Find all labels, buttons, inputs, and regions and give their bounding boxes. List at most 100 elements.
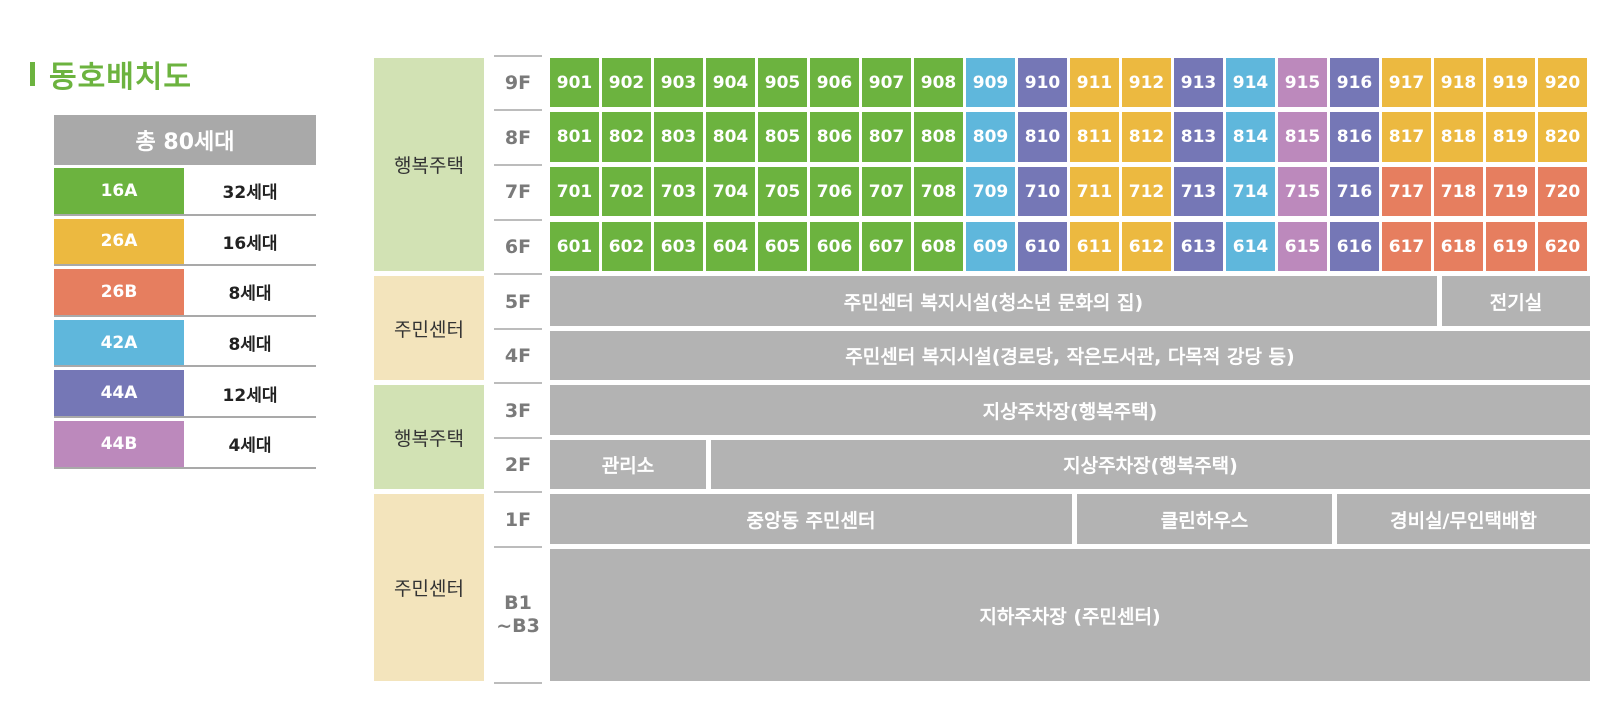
unit-cell: 715	[1278, 167, 1327, 216]
unit-cell: 915	[1278, 58, 1327, 107]
unit-cell: 612	[1122, 222, 1171, 271]
floor-label: 8F	[494, 109, 542, 165]
unit-cell: 604	[706, 222, 755, 271]
unit-cell: 803	[654, 112, 703, 162]
unit-cell: 720	[1538, 167, 1587, 216]
unit-cell: 601	[550, 222, 599, 271]
unit-cell: 602	[602, 222, 651, 271]
zone-label: 행복주택	[374, 385, 484, 489]
title-accent-bar	[30, 62, 35, 86]
unit-cell: 913	[1174, 58, 1223, 107]
unit-cell: 911	[1070, 58, 1119, 107]
unit-cell: 912	[1122, 58, 1171, 107]
unit-cell: 713	[1174, 167, 1223, 216]
unit-cell: 806	[810, 112, 859, 162]
facility-block: 지하주차장 (주민센터)	[550, 549, 1590, 681]
legend-type: 26A	[54, 218, 184, 265]
unit-cell: 920	[1538, 58, 1587, 107]
unit-cell: 905	[758, 58, 807, 107]
facility-block: 관리소	[550, 440, 706, 489]
diagram-title: 동호배치도	[30, 52, 192, 96]
unit-cell: 606	[810, 222, 859, 271]
zone-label: 주민센터	[374, 494, 484, 681]
facility-block: 주민센터 복지시설(경로당, 작은도서관, 다목적 강당 등)	[550, 331, 1590, 380]
unit-cell: 809	[966, 112, 1015, 162]
unit-cell: 619	[1486, 222, 1535, 271]
floor-label: 7F	[494, 164, 542, 219]
facility-block: 지상주차장(행복주택)	[550, 385, 1590, 435]
unit-cell: 605	[758, 222, 807, 271]
legend-count: 4세대	[228, 436, 272, 457]
unit-cell: 909	[966, 58, 1015, 107]
unit-cell: 818	[1434, 112, 1483, 162]
legend-row-26b: 26B 8세대	[54, 269, 316, 317]
unit-cell: 708	[914, 167, 963, 216]
unit-cell: 812	[1122, 112, 1171, 162]
unit-cell: 716	[1330, 167, 1379, 216]
facility-block: 주민센터 복지시설(청소년 문화의 집)	[550, 276, 1437, 326]
unit-cell: 718	[1434, 167, 1483, 216]
facility-block: 클린하우스	[1077, 494, 1332, 544]
unit-cell: 705	[758, 167, 807, 216]
floor-label: 2F	[494, 437, 542, 492]
legend-type: 44A	[54, 370, 184, 416]
facility-block: 중앙동 주민센터	[550, 494, 1072, 544]
unit-cell: 916	[1330, 58, 1379, 107]
unit-cell: 607	[862, 222, 911, 271]
unit-cell: 902	[602, 58, 651, 107]
unit-cell: 714	[1226, 167, 1275, 216]
unit-cell: 702	[602, 167, 651, 216]
unit-cell: 805	[758, 112, 807, 162]
unit-cell: 814	[1226, 112, 1275, 162]
unit-cell: 807	[862, 112, 911, 162]
unit-cell: 808	[914, 112, 963, 162]
unit-cell: 810	[1018, 112, 1067, 162]
unit-cell: 907	[862, 58, 911, 107]
legend-count: 8세대	[228, 284, 272, 305]
legend-row-42a: 42A 8세대	[54, 319, 316, 368]
unit-cell: 610	[1018, 222, 1067, 271]
facility-block: 경비실/무인택배함	[1337, 494, 1590, 544]
legend-type: 44B	[54, 420, 184, 467]
floor-label: 4F	[494, 328, 542, 383]
unit-cell: 819	[1486, 112, 1535, 162]
unit-type-legend: 총 80세대 16A 32세대 26A 16세대 26B 8세대 42A 8세대 44A 12세대…	[54, 115, 316, 472]
legend-row-44b: 44B 4세대	[54, 420, 316, 469]
unit-cell: 711	[1070, 167, 1119, 216]
zone-label: 행복주택	[374, 58, 484, 271]
unit-cell: 908	[914, 58, 963, 107]
legend-type: 16A	[54, 168, 184, 214]
legend-type: 26B	[54, 269, 184, 315]
unit-cell: 802	[602, 112, 651, 162]
zone-label: 주민센터	[374, 276, 484, 380]
unit-cell: 901	[550, 58, 599, 107]
unit-cell: 910	[1018, 58, 1067, 107]
unit-cell: 709	[966, 167, 1015, 216]
unit-cell: 618	[1434, 222, 1483, 271]
unit-cell: 603	[654, 222, 703, 271]
unit-cell: 707	[862, 167, 911, 216]
unit-cell: 906	[810, 58, 859, 107]
unit-cell: 817	[1382, 112, 1431, 162]
facility-block: 전기실	[1442, 276, 1590, 326]
legend-count: 8세대	[228, 335, 272, 356]
unit-cell: 717	[1382, 167, 1431, 216]
unit-cell: 614	[1226, 222, 1275, 271]
unit-cell: 719	[1486, 167, 1535, 216]
unit-cell: 706	[810, 167, 859, 216]
unit-cell: 701	[550, 167, 599, 216]
unit-cell: 609	[966, 222, 1015, 271]
unit-cell: 620	[1538, 222, 1587, 271]
unit-cell: 903	[654, 58, 703, 107]
legend-row-44a: 44A 12세대	[54, 370, 316, 418]
unit-cell: 617	[1382, 222, 1431, 271]
unit-cell: 804	[706, 112, 755, 162]
facility-block: 지상주차장(행복주택)	[711, 440, 1590, 489]
floor-label: 9F	[494, 55, 542, 110]
legend-count: 16세대	[222, 233, 278, 254]
floor-label: 3F	[494, 382, 542, 438]
legend-count: 32세대	[222, 183, 278, 204]
unit-cell: 712	[1122, 167, 1171, 216]
unit-cell: 801	[550, 112, 599, 162]
unit-cell: 813	[1174, 112, 1223, 162]
